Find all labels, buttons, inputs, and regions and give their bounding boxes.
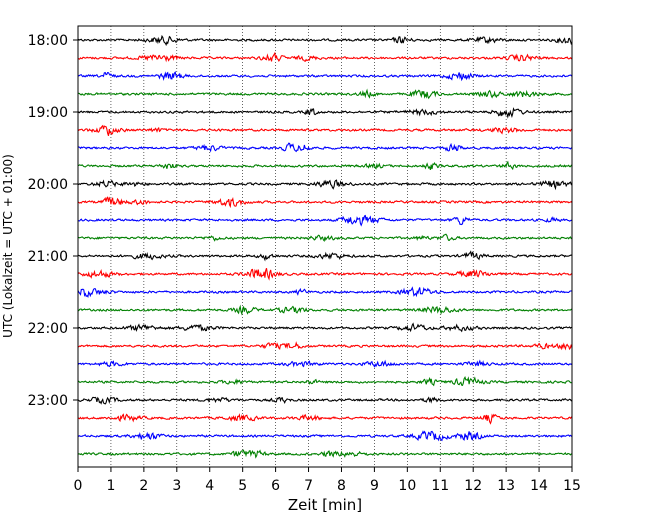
x-tick-label: 13 bbox=[497, 478, 515, 494]
y-axis-ticks: 18:00 19:00 20:00 21:00 22:00 23:00 bbox=[28, 33, 78, 409]
trace-line bbox=[77, 250, 573, 262]
trace-line bbox=[77, 376, 573, 387]
trace-line bbox=[77, 359, 573, 368]
x-tick-label: 1 bbox=[106, 478, 115, 494]
trace-line bbox=[77, 449, 573, 459]
y-tick-label: 21:00 bbox=[28, 249, 68, 265]
x-tick-label: 4 bbox=[205, 478, 214, 494]
x-tick-label: 11 bbox=[431, 478, 449, 494]
trace-line bbox=[77, 430, 573, 442]
y-tick-label: 22:00 bbox=[28, 321, 68, 337]
trace-line bbox=[77, 304, 573, 316]
x-tick-label: 10 bbox=[398, 478, 416, 494]
trace-line bbox=[77, 88, 573, 100]
trace-line bbox=[77, 196, 573, 209]
trace-line bbox=[77, 51, 573, 63]
trace-line bbox=[77, 396, 573, 405]
x-tick-label: 2 bbox=[139, 478, 148, 494]
y-tick-label: 23:00 bbox=[28, 393, 68, 409]
x-tick-label: 7 bbox=[304, 478, 313, 494]
trace-line bbox=[77, 233, 573, 243]
trace-line bbox=[77, 214, 573, 227]
x-tick-label: 15 bbox=[563, 478, 581, 494]
trace-line bbox=[77, 322, 573, 333]
trace-line bbox=[77, 70, 573, 82]
trace-line bbox=[77, 124, 573, 136]
trace-line bbox=[77, 179, 573, 191]
trace-line bbox=[77, 142, 573, 153]
y-axis-label: UTC (Lokalzeit = UTC + 01:00) bbox=[1, 154, 15, 338]
x-tick-label: 9 bbox=[370, 478, 379, 494]
trace-line bbox=[77, 107, 573, 119]
x-axis-label: Zeit [min] bbox=[288, 496, 362, 514]
trace-line bbox=[77, 286, 573, 298]
y-tick-label: 19:00 bbox=[28, 105, 68, 121]
x-tick-label: 12 bbox=[464, 478, 482, 494]
trace-line bbox=[77, 268, 573, 281]
seismogram-traces bbox=[77, 34, 573, 459]
plot-frame bbox=[77, 25, 573, 468]
x-axis-ticks: 0 1 2 3 4 5 6 7 8 9 10 11 12 13 14 15 bbox=[74, 467, 581, 494]
x-tick-label: 3 bbox=[172, 478, 181, 494]
x-tick-label: 5 bbox=[238, 478, 247, 494]
trace-line bbox=[77, 413, 573, 425]
trace-line bbox=[77, 34, 573, 47]
x-tick-label: 8 bbox=[337, 478, 346, 494]
y-tick-label: 20:00 bbox=[28, 177, 68, 193]
trace-line bbox=[77, 160, 573, 171]
x-tick-label: 0 bbox=[74, 478, 83, 494]
x-tick-label: 14 bbox=[530, 478, 548, 494]
trace-line bbox=[77, 341, 573, 351]
x-tick-label: 6 bbox=[271, 478, 280, 494]
y-tick-label: 18:00 bbox=[28, 33, 68, 49]
